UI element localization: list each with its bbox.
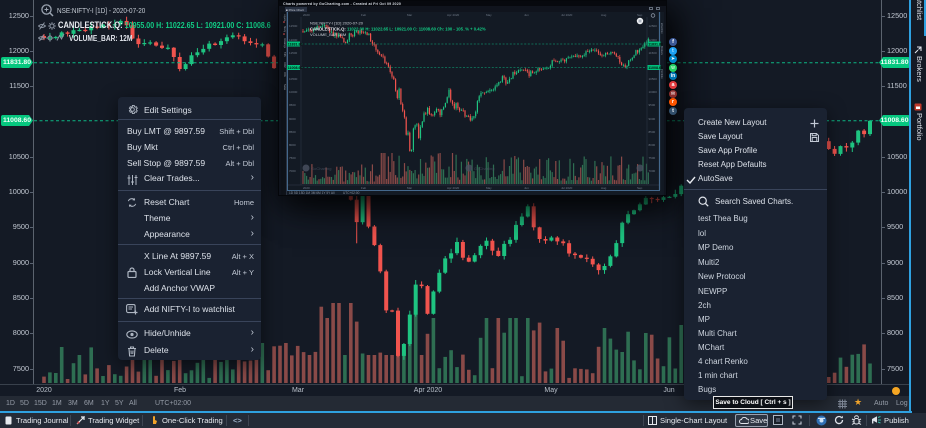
svg-text:Sep: Sep <box>637 186 643 190</box>
svg-text:10500: 10500 <box>649 77 658 81</box>
svg-text:Portfolio: Portfolio <box>660 69 664 79</box>
svg-text:Jun: Jun <box>524 186 529 190</box>
svg-text:NSE:NIFTY-I [1D] 2020-07-20: NSE:NIFTY-I [1D] 2020-07-20 <box>310 21 364 26</box>
svg-text:7500: 7500 <box>649 156 656 160</box>
svg-text:9500: 9500 <box>289 103 296 107</box>
svg-text:News: News <box>283 84 286 91</box>
svg-text:11500: 11500 <box>289 51 297 55</box>
svg-text:12500: 12500 <box>649 24 658 28</box>
svg-text:12000: 12000 <box>649 38 658 42</box>
svg-text:Apr 2020: Apr 2020 <box>447 13 460 17</box>
svg-text:May: May <box>486 13 492 17</box>
svg-text:7000: 7000 <box>649 169 656 173</box>
svg-text:7500: 7500 <box>289 156 296 160</box>
svg-text:8000: 8000 <box>289 143 296 147</box>
svg-text:9000: 9000 <box>289 117 296 121</box>
svg-text:8500: 8500 <box>289 130 296 134</box>
svg-text:11008.60: 11008.60 <box>648 66 663 70</box>
svg-text:2020: 2020 <box>303 186 310 190</box>
svg-text:11008.60: 11008.60 <box>288 66 303 70</box>
svg-text:Aug: Aug <box>601 186 607 190</box>
svg-text:11500: 11500 <box>649 51 657 55</box>
svg-text:Mar: Mar <box>407 13 412 17</box>
svg-text:1D 5D 15D 1M 3M 6M 1Y 5Y All: 1D 5D 15D 1M 3M 6M 1Y 5Y All <box>289 191 335 195</box>
svg-text:UTC+02:00: UTC+02:00 <box>343 191 360 195</box>
svg-text:Jul 2020: Jul 2020 <box>561 186 573 190</box>
svg-text:10000: 10000 <box>289 90 298 94</box>
svg-text:Brokers: Brokers <box>660 46 664 56</box>
svg-text:10000: 10000 <box>649 90 658 94</box>
svg-text:Layers: Layers <box>283 14 286 22</box>
svg-text:Sep: Sep <box>637 13 643 17</box>
svg-text:Apr 2020: Apr 2020 <box>447 186 460 190</box>
svg-text:9500: 9500 <box>649 103 656 107</box>
svg-text:May: May <box>486 186 492 190</box>
svg-text:8000: 8000 <box>649 143 656 147</box>
svg-text:Aug: Aug <box>601 13 607 17</box>
svg-text:Study: Study <box>283 26 286 33</box>
svg-text:8500: 8500 <box>649 130 656 134</box>
svg-text:2020: 2020 <box>303 13 310 17</box>
svg-text:11831.80: 11831.80 <box>288 43 303 47</box>
svg-text:DOM: DOM <box>283 62 286 68</box>
svg-text:GoCharting: GoCharting <box>311 166 331 171</box>
svg-text:12000: 12000 <box>289 38 298 42</box>
svg-text:Jul 2020: Jul 2020 <box>561 13 573 17</box>
svg-text:VOLUME_BAR 36M: VOLUME_BAR 36M <box>310 32 346 37</box>
svg-text:T&S: T&S <box>283 52 286 57</box>
svg-text:10500: 10500 <box>289 77 298 81</box>
svg-text:Feb: Feb <box>361 13 367 17</box>
svg-text:Feb: Feb <box>361 186 367 190</box>
svg-text:12500: 12500 <box>289 24 298 28</box>
svg-text:9000: 9000 <box>649 117 656 121</box>
svg-text:Mar: Mar <box>407 186 412 190</box>
svg-text:CANDLESTICK.Q: 11022.00 H: 110: CANDLESTICK.Q: 11022.00 H: 11022.65 L: 1… <box>310 27 486 32</box>
svg-text:7000: 7000 <box>289 169 296 173</box>
svg-text:Jun: Jun <box>524 13 529 17</box>
svg-text:Watchlist: Watchlist <box>660 23 664 34</box>
svg-text:Drawings: Drawings <box>283 38 286 49</box>
svg-text:OFA: OFA <box>283 72 286 77</box>
svg-text:GoCharting: GoCharting <box>474 166 494 171</box>
svg-text:11831.80: 11831.80 <box>648 43 663 47</box>
